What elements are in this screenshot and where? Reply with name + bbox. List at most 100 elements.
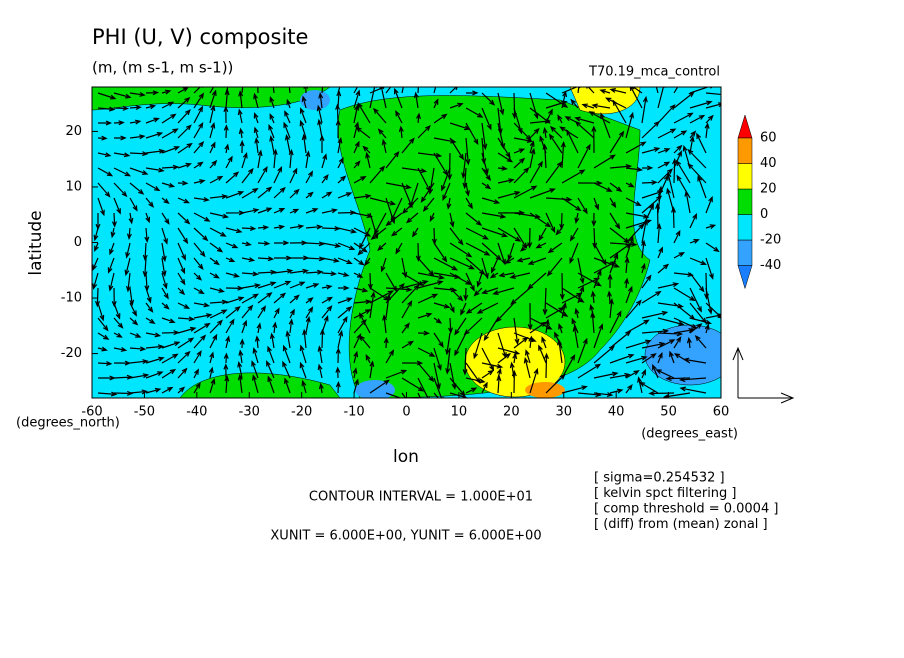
vector-arrow [283,121,291,139]
vector-arrow [286,98,292,109]
vector-arrow [401,87,404,94]
vector-arrow [433,272,461,280]
vector-arrow [161,317,176,324]
vector-arrow [321,208,338,214]
vector-arrow [574,307,580,319]
vector-arrow [481,182,492,190]
vector-arrow [161,89,172,95]
vector-arrow [395,242,403,255]
vector-arrow [705,195,713,214]
vector-arrow [252,347,259,364]
vector-arrow [625,285,633,304]
vector-arrow [129,134,146,140]
vector-arrow [657,128,677,139]
colorbar-label: 40 [760,156,777,171]
vector-arrow [193,313,213,319]
vector-arrow [257,166,268,184]
y-tick-label: -10 [61,291,82,306]
vector-arrow [353,175,367,184]
vector-arrow [337,242,356,250]
vector-arrow [241,187,259,199]
vector-arrow [441,167,451,192]
x-tick-label: -20 [291,405,312,420]
vector-arrow [492,287,515,295]
vector-arrow [177,124,192,139]
vector-arrow [542,143,548,169]
vector-arrow [673,229,681,244]
vector-arrow [561,301,567,319]
vector-arrow [353,272,364,278]
vector-arrow [546,257,563,277]
vector-arrow [337,175,347,184]
vector-arrow [529,188,556,199]
vector-arrow [449,287,464,302]
vector-arrow [529,140,535,154]
vector-arrow [481,227,508,238]
vector-arrow [460,302,467,316]
vector-arrow [481,362,504,369]
vector-arrow [359,312,371,334]
vector-arrow [209,141,216,154]
vector-arrow [177,142,193,154]
vector-arrow [581,103,595,109]
vector-arrow [600,112,611,139]
colorbar-label: -20 [760,233,781,248]
vector-arrow [193,161,204,169]
vector-arrow [209,212,230,219]
vector-arrow [689,114,706,124]
vector-arrow [241,151,248,169]
colorbar-label: 60 [760,131,777,146]
vector-arrow [549,125,563,139]
vector-arrow [209,175,224,184]
vector-arrow [704,122,710,139]
vector-arrow [92,257,99,271]
vector-arrow [321,242,342,248]
vector-arrow [473,287,483,297]
vector-arrow [591,103,611,109]
vector-arrow [609,227,630,244]
vector-arrow [417,392,422,398]
vector-arrow [193,350,202,364]
vector-arrow [640,239,646,259]
vector-arrow [429,212,435,222]
vector-arrow [257,305,266,319]
vector-arrow [97,120,113,126]
vector-arrow [126,227,132,240]
vector-arrow [513,122,532,141]
vector-arrow [97,152,112,158]
vector-arrow [657,104,676,124]
y-unit: (degrees_north) [16,416,120,431]
vector-arrow [269,113,275,124]
vector-arrow [97,167,114,177]
vector-arrow [369,360,375,379]
vector-arrow [237,108,243,124]
vector-arrow [111,287,117,308]
vector-arrow [417,125,431,139]
vector-arrow [113,302,121,320]
vector-arrow [705,224,717,229]
vector-arrow [548,133,563,154]
vector-arrow [273,186,286,199]
vector-arrow [401,167,428,174]
vector-arrow [625,166,644,172]
vector-arrow [449,137,465,161]
vector-arrow [541,336,547,349]
vector-arrow [129,119,142,125]
vector-arrow [495,302,515,323]
vector-arrow [624,256,630,274]
vector-arrow [545,307,565,319]
vector-arrow [591,212,597,227]
vector-arrow [513,336,529,349]
vector-arrow [353,104,360,124]
vector-arrow [476,272,483,288]
vector-arrow [401,197,419,214]
vector-arrow [316,104,323,124]
vector-arrow [241,225,257,231]
vector-arrow [401,377,425,392]
vector-arrow [588,111,611,124]
vector-arrow [462,347,468,376]
vector-arrow [129,167,149,175]
vector-arrow [481,369,495,379]
vector-arrow [409,182,419,209]
